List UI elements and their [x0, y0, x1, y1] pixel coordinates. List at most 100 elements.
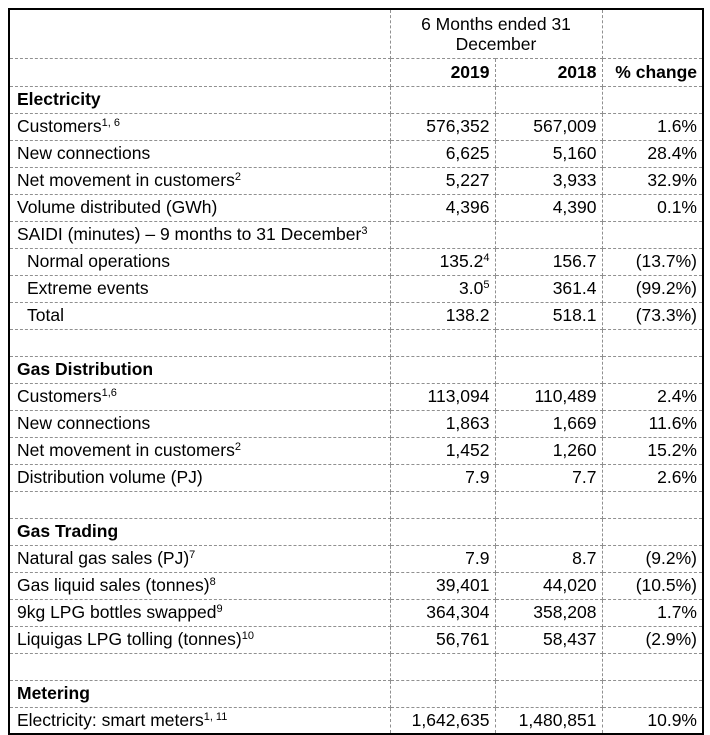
footnote-ref: 8 — [209, 576, 216, 589]
percent-change-cell: 2.6% — [601, 463, 704, 492]
percent-change: (2.9%) — [645, 629, 697, 650]
empty-header-cell — [601, 8, 704, 59]
value-2019-cell: 1,863 — [389, 409, 496, 438]
value-2019: 138.2 — [445, 305, 490, 326]
row-label: Net movement in customers — [17, 440, 235, 461]
row-label-cell: Volume distributed (GWh) — [8, 193, 391, 222]
value-2019: 5,227 — [445, 170, 490, 191]
value-2018-cell: 361.4 — [494, 274, 603, 303]
percent-change: 11.6% — [648, 413, 697, 434]
footnote-ref: 7 — [189, 549, 196, 562]
value-2019-cell: 138.2 — [389, 301, 496, 330]
row-label: Natural gas sales (PJ) — [17, 548, 190, 569]
table-row: Electricity: smart meters1, 11 1,642,635 1… — [8, 706, 704, 735]
value-2018-cell — [494, 328, 603, 357]
row-label-cell: Customers1, 6 — [8, 112, 391, 141]
value-2019: 39,401 — [435, 575, 490, 596]
table-row: 9kg LPG bottles swapped9 364,304 358,208 1.… — [8, 598, 704, 627]
value-2019: 6,625 — [445, 143, 490, 164]
spacer-row — [8, 328, 704, 357]
value-2018-cell: 156.7 — [494, 247, 603, 276]
empty-header-cell — [8, 57, 391, 87]
value-2019: 1,863 — [445, 413, 490, 434]
value-2019: 4,396 — [445, 197, 490, 218]
row-label: Total — [27, 305, 64, 326]
row-label: New connections — [17, 143, 151, 164]
table-row: New connections 1,863 1,669 11.6% — [8, 409, 704, 438]
value-2019-cell: 576,352 — [389, 112, 496, 141]
value-2018-cell: 7.7 — [494, 463, 603, 492]
value-2019-cell — [389, 355, 496, 384]
value-2018: 44,020 — [542, 575, 597, 596]
value-2018-cell: 1,669 — [494, 409, 603, 438]
value-2019: 1,642,635 — [411, 710, 490, 731]
row-label-cell: Net movement in customers2 — [8, 436, 391, 465]
value-2019-cell: 5,227 — [389, 166, 496, 195]
value-2018-cell — [494, 355, 603, 384]
value-2018-cell: 58,437 — [494, 625, 603, 654]
table-row: Customers1,6 113,094 110,489 2.4% — [8, 382, 704, 411]
footnote-ref: 1, 6 — [101, 117, 120, 130]
spacer-row — [8, 490, 704, 519]
section-header-row: Electricity — [8, 85, 704, 114]
percent-change-cell — [601, 652, 704, 681]
value-2018-cell: 358,208 — [494, 598, 603, 627]
percent-change: 10.9% — [647, 710, 697, 731]
percent-change: 2.6% — [657, 467, 697, 488]
value-2019-cell — [389, 652, 496, 681]
value-2018-cell: 567,009 — [494, 112, 603, 141]
value-2019-cell: 1,452 — [389, 436, 496, 465]
value-2019: 135.2 — [439, 251, 484, 272]
percent-change: 15.2% — [647, 440, 697, 461]
value-2018: 5,160 — [552, 143, 597, 164]
percent-change: 2.4% — [657, 386, 697, 407]
row-label-cell: Liquigas LPG tolling (tonnes)10 — [8, 625, 391, 654]
value-2018: 1,260 — [552, 440, 597, 461]
period-header-cell: 6 Months ended 31 December — [389, 8, 603, 59]
section-header-row: Metering — [8, 679, 704, 708]
value-2019-cell: 4,396 — [389, 193, 496, 222]
value-2019-cell: 6,625 — [389, 139, 496, 168]
percent-change: 28.4% — [647, 143, 697, 164]
percent-change: (13.7%) — [635, 251, 697, 272]
percent-change: (73.3%) — [635, 305, 697, 326]
empty-header-cell — [8, 8, 391, 59]
table-row: Customers1, 6 576,352 567,009 1.6% — [8, 112, 704, 141]
value-2019-cell: 135.24 — [389, 247, 496, 276]
value-2018-cell — [494, 220, 603, 249]
percent-change-cell: 2.4% — [601, 382, 704, 411]
value-2019-cell: 7.9 — [389, 544, 496, 573]
period-line-1: 6 Months ended 31 — [421, 13, 571, 34]
percent-change-cell: (9.2%) — [601, 544, 704, 573]
footnote-ref: 2 — [234, 171, 241, 184]
value-2018: 110,489 — [534, 386, 597, 407]
row-label: SAIDI (minutes) – 9 months to 31 Decembe… — [17, 224, 362, 245]
period-header-row: 6 Months ended 31 December — [8, 8, 704, 59]
period-line-2: December — [455, 33, 537, 54]
percent-change-cell: (99.2%) — [601, 274, 704, 303]
value-2019-cell — [389, 328, 496, 357]
percent-change-cell — [601, 517, 704, 546]
value-2018: 4,390 — [552, 197, 597, 218]
row-label-cell: Normal operations — [8, 247, 391, 276]
value-2018: 358,208 — [533, 602, 597, 623]
value-2018-cell — [494, 679, 603, 708]
percent-change-cell — [601, 220, 704, 249]
row-label: Extreme events — [27, 278, 149, 299]
table-row: Net movement in customers2 1,452 1,260 15.2… — [8, 436, 704, 465]
row-label: Metering — [17, 683, 90, 704]
value-2018-cell: 3,933 — [494, 166, 603, 195]
percent-change-cell: 28.4% — [601, 139, 704, 168]
value-2018: 3,933 — [552, 170, 597, 191]
row-label: Distribution volume (PJ) — [17, 467, 203, 488]
spacer-row — [8, 652, 704, 681]
value-2019: 364,304 — [426, 602, 490, 623]
percent-change-cell: 11.6% — [601, 409, 704, 438]
value-2018: 8.7 — [572, 548, 597, 569]
table-row: Net movement in customers2 5,227 3,933 32.9… — [8, 166, 704, 195]
footnote-ref: 2 — [234, 441, 241, 454]
percent-change-cell: 32.9% — [601, 166, 704, 195]
value-2019: 7.9 — [465, 548, 490, 569]
percent-change-cell — [601, 328, 704, 357]
